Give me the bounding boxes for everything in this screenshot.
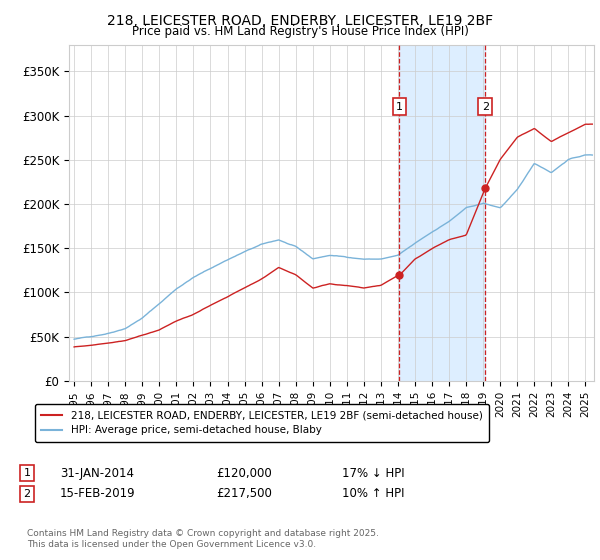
Text: 31-JAN-2014: 31-JAN-2014 (60, 466, 134, 480)
Text: 2: 2 (482, 102, 489, 111)
Text: 218, LEICESTER ROAD, ENDERBY, LEICESTER, LE19 2BF: 218, LEICESTER ROAD, ENDERBY, LEICESTER,… (107, 14, 493, 28)
Text: 2: 2 (23, 489, 31, 499)
Text: Contains HM Land Registry data © Crown copyright and database right 2025.
This d: Contains HM Land Registry data © Crown c… (27, 529, 379, 549)
Text: 17% ↓ HPI: 17% ↓ HPI (342, 466, 404, 480)
Legend: 218, LEICESTER ROAD, ENDERBY, LEICESTER, LE19 2BF (semi-detached house), HPI: Av: 218, LEICESTER ROAD, ENDERBY, LEICESTER,… (35, 404, 489, 442)
Text: £217,500: £217,500 (216, 487, 272, 501)
Text: £120,000: £120,000 (216, 466, 272, 480)
Text: Price paid vs. HM Land Registry's House Price Index (HPI): Price paid vs. HM Land Registry's House … (131, 25, 469, 38)
Text: 1: 1 (396, 102, 403, 111)
Bar (400, 45, 485, 381)
Text: 15-FEB-2019: 15-FEB-2019 (60, 487, 136, 501)
Text: 1: 1 (23, 468, 31, 478)
Text: 10% ↑ HPI: 10% ↑ HPI (342, 487, 404, 501)
